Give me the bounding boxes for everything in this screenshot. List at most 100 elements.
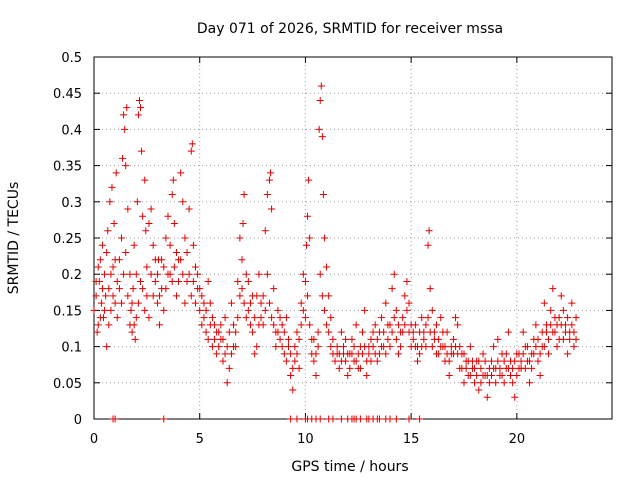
series-zero-values [109, 415, 424, 423]
data-point [126, 270, 134, 278]
data-point [96, 314, 104, 322]
data-point [517, 357, 525, 365]
x-tick-label: 0 [90, 432, 98, 447]
data-point [164, 270, 172, 278]
data-point [433, 321, 441, 329]
data-point [504, 328, 512, 336]
data-point [485, 379, 493, 387]
data-point [348, 335, 356, 343]
data-point [278, 343, 286, 351]
data-point [479, 350, 487, 358]
data-point [274, 328, 282, 336]
data-point [280, 328, 288, 336]
y-tick-label: 0.25 [53, 232, 82, 247]
data-point [425, 227, 433, 235]
data-point [352, 357, 360, 365]
data-point [299, 270, 307, 278]
data-point [312, 350, 320, 358]
data-point [111, 256, 119, 264]
data-point [496, 364, 504, 372]
data-point [223, 379, 231, 387]
data-point [263, 191, 271, 199]
data-point [513, 350, 521, 358]
data-point [428, 306, 436, 314]
data-point [557, 292, 565, 300]
data-point [536, 350, 544, 358]
data-point [348, 350, 356, 358]
data-point [276, 335, 284, 343]
data-point [208, 343, 216, 351]
data-point [194, 270, 202, 278]
data-point [240, 191, 248, 199]
data-point [392, 335, 400, 343]
data-point [147, 205, 155, 213]
data-points [90, 82, 580, 423]
data-point [189, 277, 197, 285]
data-point [293, 350, 301, 358]
data-point [511, 357, 519, 365]
data-point [177, 169, 185, 177]
data-point [149, 292, 157, 300]
data-point [492, 379, 500, 387]
data-point [297, 321, 305, 329]
data-point [471, 364, 479, 372]
data-point [532, 321, 540, 329]
data-point [329, 350, 337, 358]
data-point [198, 292, 206, 300]
data-point [253, 343, 261, 351]
data-point [301, 314, 309, 322]
data-point [468, 357, 476, 365]
data-point [106, 198, 114, 206]
data-point [394, 350, 402, 358]
data-point [98, 285, 106, 293]
data-point [145, 314, 153, 322]
data-point [462, 364, 470, 372]
data-point [500, 379, 508, 387]
data-point [113, 277, 121, 285]
data-point [435, 350, 443, 358]
data-point [572, 335, 580, 343]
data-point [456, 343, 464, 351]
data-point [267, 169, 275, 177]
data-point [424, 241, 432, 249]
data-point [528, 364, 536, 372]
data-point [352, 321, 360, 329]
data-point [551, 314, 559, 322]
data-point [133, 198, 141, 206]
data-point [302, 241, 310, 249]
data-point [420, 335, 428, 343]
data-point [526, 357, 534, 365]
data-point [132, 270, 140, 278]
data-point [549, 328, 557, 336]
data-point [177, 256, 185, 264]
data-point [285, 335, 293, 343]
data-point [263, 270, 271, 278]
data-point [242, 314, 250, 322]
data-point [329, 335, 337, 343]
y-tick-label: 0.45 [53, 87, 82, 102]
data-point [316, 96, 324, 104]
data-point [293, 328, 301, 336]
data-point [270, 285, 278, 293]
data-point [103, 343, 111, 351]
data-point [90, 306, 98, 314]
data-point [568, 299, 576, 307]
data-point [409, 328, 417, 336]
data-point [386, 415, 394, 423]
data-point [289, 386, 297, 394]
data-point [397, 343, 405, 351]
data-point [304, 292, 312, 300]
data-point [169, 176, 177, 184]
data-point [139, 285, 147, 293]
data-point [111, 299, 119, 307]
data-point [183, 248, 191, 256]
data-point [555, 335, 563, 343]
data-point [371, 321, 379, 329]
data-point [265, 299, 273, 307]
data-point [225, 328, 233, 336]
data-point [164, 212, 172, 220]
data-point [441, 343, 449, 351]
data-point [202, 328, 210, 336]
data-point [127, 306, 135, 314]
